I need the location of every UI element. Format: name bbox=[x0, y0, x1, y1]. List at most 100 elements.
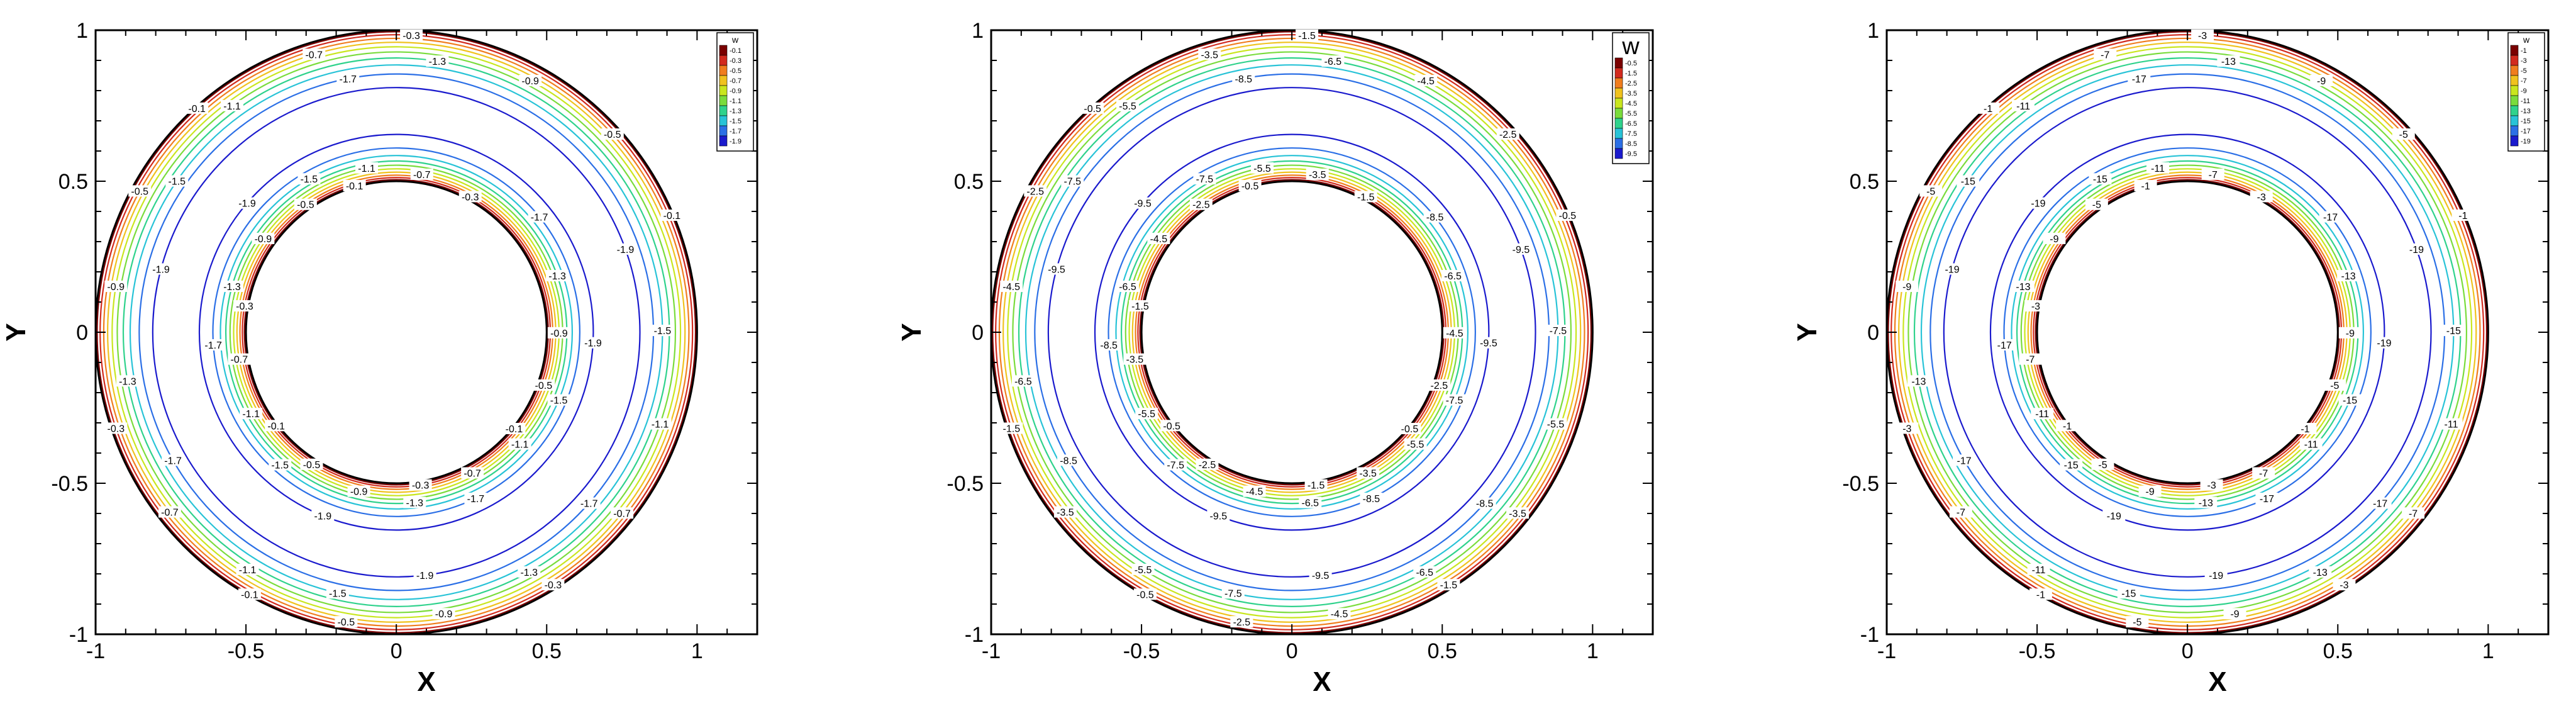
contour-label-bg bbox=[1097, 339, 1121, 351]
contour-label: -0.1 bbox=[188, 104, 206, 115]
y-tick-label: 1 bbox=[76, 19, 88, 43]
contour-label: -6.5 bbox=[1302, 498, 1319, 509]
contour-label-bg bbox=[2089, 173, 2112, 185]
legend-swatch bbox=[2510, 115, 2519, 126]
contour-label: -0.3 bbox=[236, 301, 253, 312]
contour-label: -11 bbox=[2304, 440, 2318, 451]
contour-label-bg bbox=[252, 232, 275, 244]
contour-label-bg bbox=[2194, 496, 2218, 508]
y-tick-label: 0 bbox=[972, 321, 984, 345]
contour-label-bg bbox=[1243, 485, 1266, 497]
contour-label-bg bbox=[2442, 325, 2465, 337]
contour-label-bg bbox=[1413, 566, 1436, 578]
legend-level-label: -1 bbox=[2521, 47, 2527, 55]
contour-label: -1.9 bbox=[416, 571, 434, 581]
contour-label: -1.9 bbox=[617, 245, 635, 255]
contour-label: -1.5 bbox=[271, 461, 289, 471]
contour-label: -6.5 bbox=[1014, 376, 1032, 387]
contour-label: -1 bbox=[2063, 421, 2072, 432]
contour-label: -0.9 bbox=[107, 282, 125, 293]
contour-label-bg bbox=[1443, 394, 1466, 406]
contour-label: -1 bbox=[2458, 211, 2467, 221]
contour-label-bg bbox=[2250, 191, 2273, 203]
legend-level-label: -2.5 bbox=[1625, 80, 1637, 87]
x-tick-label: -1 bbox=[982, 639, 1001, 663]
contour-label-bg bbox=[128, 185, 152, 197]
contour-label: -1.5 bbox=[1357, 192, 1375, 203]
contour-label-bg bbox=[1896, 422, 1919, 434]
contour-line-outer bbox=[152, 87, 641, 578]
contour-label-bg bbox=[2094, 48, 2117, 60]
contour-label: -3 bbox=[2031, 301, 2040, 312]
contour-label-bg bbox=[2011, 280, 2035, 292]
contour-label-bg bbox=[1354, 191, 1377, 203]
contour-label-bg bbox=[233, 300, 256, 312]
y-tick-label: -0.5 bbox=[947, 472, 984, 496]
contour-label: -17 bbox=[2323, 213, 2338, 223]
contour-label: -7.5 bbox=[1167, 461, 1184, 471]
contour-label-bg bbox=[1000, 281, 1023, 293]
legend-level-label: -0.9 bbox=[730, 87, 741, 95]
contour-label-bg bbox=[1193, 173, 1216, 185]
contour-label-bg bbox=[2126, 616, 2149, 628]
legend-level-label: -11 bbox=[2521, 98, 2530, 105]
legend-swatch bbox=[1614, 148, 1623, 159]
contour-label: -5.5 bbox=[1547, 420, 1565, 430]
contour-label: -1 bbox=[2036, 590, 2045, 600]
contour-label: -6.5 bbox=[1324, 57, 1342, 67]
contour-label: -5.5 bbox=[1253, 164, 1271, 174]
contour-label: -3.5 bbox=[1359, 469, 1377, 479]
contour-label-bg bbox=[2138, 485, 2162, 497]
contour-label-bg bbox=[300, 458, 323, 470]
contour-label-bg bbox=[220, 280, 243, 292]
legend: w -1 -3 -5 -7 -9 -11 -13 -15 -17 -19 bbox=[2507, 32, 2545, 152]
contour-label-bg bbox=[2027, 563, 2050, 575]
legend-swatch bbox=[2510, 45, 2519, 56]
contour-label: -2.5 bbox=[1431, 381, 1448, 391]
contour-label-bg bbox=[2255, 492, 2279, 504]
contour-label-bg bbox=[162, 454, 185, 466]
contour-label: -13 bbox=[2313, 568, 2328, 578]
contour-label-bg bbox=[1160, 420, 1184, 432]
plot-frame bbox=[1885, 29, 2550, 636]
contour-label: -1.7 bbox=[467, 494, 485, 505]
y-tick-label: -0.5 bbox=[1842, 472, 1879, 496]
contour-line-outer bbox=[1902, 46, 2473, 619]
contour-label: -4.5 bbox=[1331, 609, 1348, 620]
contour-label: -15 bbox=[2093, 174, 2107, 185]
contour-label: -13 bbox=[2341, 271, 2356, 282]
contour-label: -1.7 bbox=[531, 213, 548, 223]
contour-label: -0.1 bbox=[241, 590, 258, 600]
contour-label-bg bbox=[413, 569, 436, 581]
contour-label-bg bbox=[228, 353, 251, 365]
contour-label: -8.5 bbox=[1476, 499, 1494, 510]
x-tick-label: 1 bbox=[2482, 639, 2494, 663]
legend-swatch bbox=[1614, 118, 1623, 129]
contour-label: -3.5 bbox=[1509, 508, 1526, 519]
contour-label: -15 bbox=[2446, 326, 2461, 337]
contour-label: -5 bbox=[2330, 381, 2339, 391]
contour-label-bg bbox=[2204, 569, 2228, 581]
contour-label-bg bbox=[2217, 55, 2240, 67]
contour-label-bg bbox=[648, 418, 672, 430]
contour-label: -1.3 bbox=[119, 376, 136, 387]
contour-label: -1.1 bbox=[242, 409, 260, 420]
contour-label-bg bbox=[426, 55, 449, 67]
legend-swatch bbox=[1614, 77, 1623, 89]
contour-label-bg bbox=[1509, 243, 1533, 255]
legend-swatch bbox=[719, 85, 728, 96]
contour-label-bg bbox=[1414, 74, 1438, 86]
contour-label: -0.9 bbox=[435, 609, 453, 620]
contour-label-bg bbox=[1198, 48, 1221, 60]
contour-label-bg bbox=[461, 467, 484, 479]
legend-swatch bbox=[719, 45, 728, 56]
contour-label-bg bbox=[1896, 281, 1919, 293]
contour-label-bg bbox=[508, 438, 531, 450]
contour-label-bg bbox=[432, 608, 455, 620]
y-tick-label: 0 bbox=[76, 321, 88, 345]
contour-label-bg bbox=[1133, 588, 1157, 600]
inner-boundary bbox=[245, 180, 548, 485]
contour-label: -0.1 bbox=[346, 181, 364, 192]
contour-label: -7 bbox=[2026, 355, 2035, 366]
contour-label-bg bbox=[1221, 587, 1245, 599]
